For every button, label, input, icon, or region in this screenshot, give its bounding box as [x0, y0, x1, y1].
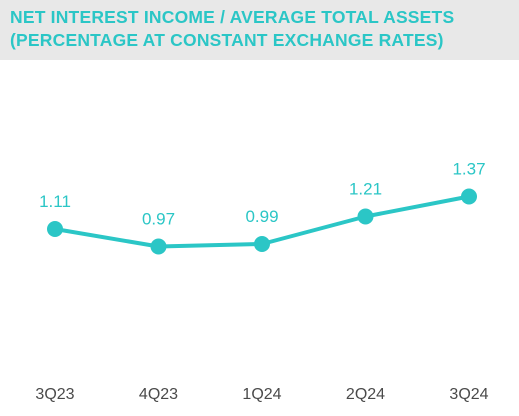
title-banner: NET INTEREST INCOME / AVERAGE TOTAL ASSE…	[0, 0, 519, 60]
data-point-3q23	[47, 221, 63, 237]
x-tick-label-3q23: 3Q23	[35, 386, 74, 403]
chart-title-line-1: NET INTEREST INCOME / AVERAGE TOTAL ASSE…	[10, 7, 455, 27]
x-tick-label-1q24: 1Q24	[242, 386, 281, 403]
data-point-2q24	[357, 208, 374, 225]
x-tick-label-2q24: 2Q24	[346, 386, 385, 403]
data-label-1q24: 0.99	[245, 207, 278, 226]
x-tick-label-4q23: 4Q23	[139, 386, 178, 403]
data-label-3q23: 1.11	[39, 192, 71, 211]
x-tick-label-3q24: 3Q24	[449, 386, 488, 403]
data-label-2q24: 1.21	[349, 180, 382, 199]
chart-title-line-2: (PERCENTAGE AT CONSTANT EXCHANGE RATES)	[10, 30, 444, 50]
data-point-4q23	[150, 238, 167, 255]
data-point-1q24	[254, 236, 270, 252]
data-label-3q24: 1.37	[452, 160, 485, 179]
data-label-4q23: 0.97	[142, 210, 175, 229]
data-point-3q24	[461, 188, 477, 205]
